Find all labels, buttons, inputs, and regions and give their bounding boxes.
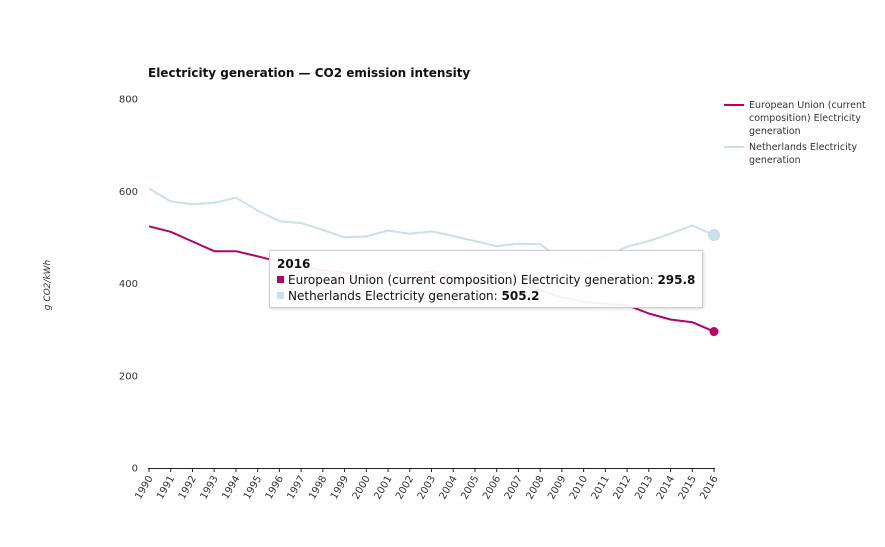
legend-item-nl[interactable]: Netherlands Electricity generation (724, 141, 884, 167)
y-tick-label: 0 (132, 464, 138, 475)
x-tick-label: 1994 (220, 474, 242, 502)
x-tick-label: 2004 (438, 474, 460, 502)
y-axis-ticks: 0 200 400 600 800 (119, 95, 138, 475)
tooltip-value-eu: 295.8 (657, 273, 696, 287)
series-end-markers (708, 228, 720, 337)
x-tick-label: 2007 (503, 474, 525, 502)
legend-label-eu: European Union (current composition) Ele… (749, 100, 866, 137)
x-tick-label: 2003 (416, 474, 438, 502)
x-tick-label: 1998 (307, 474, 329, 502)
x-tick-label: 2011 (590, 474, 612, 502)
y-tick-label: 800 (119, 95, 138, 106)
legend-label-nl: Netherlands Electricity generation (749, 142, 858, 166)
tooltip-year: 2016 (277, 257, 311, 271)
series-line-nl (148, 187, 715, 266)
y-tick-label: 600 (119, 187, 138, 198)
legend: European Union (current composition) Ele… (724, 99, 884, 170)
x-tick-label: 2002 (394, 474, 416, 502)
tooltip-label-eu: European Union (current composition) Ele… (288, 273, 654, 287)
y-tick-label: 400 (119, 279, 138, 290)
tooltip-row-eu: European Union (current composition) Ele… (277, 272, 695, 288)
tooltip-label-nl: Netherlands Electricity generation: (288, 289, 498, 303)
x-tick-label: 2005 (459, 474, 481, 502)
x-tick-label: 2001 (372, 474, 394, 502)
legend-swatch-nl (724, 146, 744, 148)
x-tick-label: 2010 (568, 474, 590, 502)
x-tick-label: 2016 (698, 474, 720, 502)
x-tick-label: 2013 (633, 474, 655, 502)
x-tick-label: 1991 (155, 474, 177, 502)
x-tick-label: 2015 (677, 474, 699, 502)
tooltip: 2016 European Union (current composition… (269, 250, 703, 308)
legend-item-eu[interactable]: European Union (current composition) Ele… (724, 99, 884, 138)
x-tick-label: 1996 (264, 474, 286, 502)
tooltip-marker-nl (277, 292, 284, 299)
x-tick-label: 1990 (133, 474, 155, 502)
x-tick-label: 2012 (611, 474, 633, 502)
x-axis-ticks: 1990 1991 1992 1993 1994 1995 1996 1997 1998 1999… (133, 468, 721, 502)
y-tick-label: 200 (119, 371, 138, 382)
x-tick-label: 2006 (481, 474, 503, 502)
tooltip-value-nl: 505.2 (501, 289, 540, 303)
data-point-nl (708, 228, 720, 241)
x-tick-label: 1999 (329, 474, 351, 502)
data-point-eu (709, 327, 719, 337)
x-tick-label: 1992 (177, 474, 199, 502)
x-tick-label: 1993 (199, 474, 221, 502)
tooltip-row-nl: Netherlands Electricity generation: 505.… (277, 288, 695, 304)
x-tick-label: 2009 (546, 474, 568, 502)
x-tick-label: 2000 (351, 474, 373, 502)
chart-title: Electricity generation — CO2 emission in… (148, 66, 471, 80)
x-tick-label: 2008 (524, 474, 546, 502)
x-tick-label: 1997 (285, 474, 307, 502)
tooltip-marker-eu (277, 276, 284, 283)
legend-swatch-eu (724, 104, 744, 106)
x-tick-label: 1995 (242, 474, 264, 502)
x-tick-label: 2014 (655, 474, 677, 502)
